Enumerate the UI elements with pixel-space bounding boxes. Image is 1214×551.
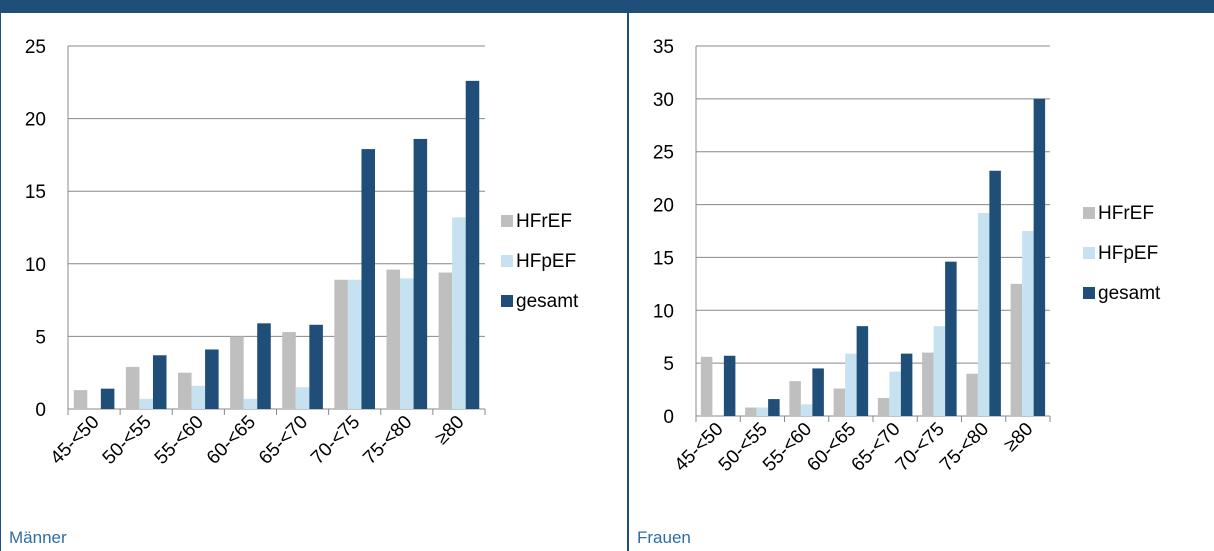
bar-gesamt-4 [856, 326, 869, 416]
bar-gesamt-3 [205, 349, 219, 409]
legend-label-gesamt: gesamt [516, 291, 579, 312]
y-tick-label: 35 [653, 37, 674, 58]
x-tick-label: 70-<75 [892, 419, 949, 476]
bar-gesamt-7 [413, 138, 428, 409]
bar-hfpef-7 [400, 278, 414, 409]
x-tick-label: 45-<50 [47, 412, 104, 469]
bar-hfref-8 [1010, 283, 1023, 416]
bar-gesamt-6 [361, 149, 376, 410]
y-tick-label: 10 [653, 301, 674, 322]
bar-hfref-7 [966, 373, 978, 416]
bar-hfpef-5 [889, 371, 901, 416]
bar-hfpef-5 [295, 387, 310, 409]
header-bar [0, 0, 1214, 13]
y-tick-label: 5 [35, 327, 46, 348]
chart-maenner: 0 5 10 15 20 25 45-<5050-<5555-<6060-<6565-<70… [25, 37, 579, 469]
bar-gesamt-2 [152, 355, 167, 409]
bar-gesamt-2 [768, 399, 780, 416]
y-tick-label: 20 [25, 110, 46, 131]
x-tick-label: 45-<50 [671, 419, 728, 476]
bar-hfref-7 [386, 269, 401, 409]
bar-hfref-1 [700, 356, 713, 416]
y-tick-label: 30 [653, 90, 674, 111]
panel-caption-frauen: Frauen [637, 528, 691, 547]
panel-caption-maenner: Männer [9, 528, 67, 547]
x-tick-label: 75-<80 [359, 412, 416, 469]
x-tick-label: 70-<75 [307, 412, 364, 469]
x-tick-label: 60-<65 [803, 419, 860, 476]
legend-swatch-hfpef [501, 255, 513, 267]
bar-hfref-6 [334, 279, 348, 409]
bar-hfref-1 [73, 390, 88, 409]
x-tick-label: 50-<55 [715, 419, 772, 476]
bar-gesamt-3 [812, 368, 824, 416]
bar-hfref-6 [922, 352, 934, 416]
bar-hfref-3 [177, 372, 192, 409]
y-tick-label: 25 [25, 37, 46, 58]
y-tick-label: 0 [35, 400, 46, 421]
x-tick-label: 65-<70 [848, 419, 905, 476]
bar-hfpef-8 [1022, 231, 1034, 416]
y-tick-label: 5 [663, 354, 674, 375]
bar-gesamt-8 [465, 80, 480, 410]
x-tick-label: 55-<60 [759, 419, 816, 476]
legend-swatch-gesamt [1083, 287, 1095, 299]
bar-gesamt-1 [723, 355, 736, 416]
x-tick-label: 75-<80 [936, 419, 993, 476]
bar-hfref-2 [745, 407, 757, 416]
y-tick-label: 25 [653, 143, 674, 164]
bar-hfpef-3 [800, 404, 813, 416]
y-tick-label: 20 [653, 196, 674, 217]
x-tick-label: ≥80 [431, 412, 468, 449]
bar-gesamt-7 [989, 170, 1001, 416]
bar-hfref-4 [230, 336, 244, 409]
bar-hfref-5 [877, 398, 890, 416]
bar-gesamt-8 [1033, 98, 1046, 416]
bar-hfpef-2 [756, 407, 769, 416]
bar-gesamt-5 [309, 324, 323, 409]
bar-hfpef-6 [933, 326, 946, 416]
legend-label-hfref: HFrEF [1098, 203, 1154, 224]
bar-hfref-4 [833, 388, 846, 416]
bar-gesamt-4 [257, 323, 271, 409]
y-tick-label: 0 [663, 407, 674, 428]
bar-hfpef-7 [977, 213, 990, 416]
bar-gesamt-1 [100, 388, 115, 409]
x-tick-label: 55-<60 [151, 412, 208, 469]
bar-hfpef-3 [191, 385, 206, 409]
bar-hfpef-6 [347, 279, 362, 409]
chart-panel-frauen: 0 5 10 15 20 25 30 35 45-<50 50-<55 55-<60 60-<65 65… [628, 13, 1214, 551]
bar-gesamt-5 [900, 353, 913, 416]
legend-swatch-hfpef [1083, 247, 1095, 259]
legend-label-hfpef: HFpEF [1098, 243, 1158, 264]
legend-swatch-gesamt [501, 295, 513, 307]
x-tick-label: 60-<65 [203, 412, 260, 469]
x-tick-label: 50-<55 [99, 412, 156, 469]
x-tick-label: ≥80 [1000, 419, 1037, 456]
y-tick-label: 15 [25, 182, 46, 203]
bar-hfref-8 [438, 272, 453, 409]
legend-label-hfpef: HFpEF [516, 251, 576, 272]
bar-gesamt-6 [945, 261, 957, 416]
legend-swatch-hfref [501, 215, 513, 227]
legend-swatch-hfref [1083, 207, 1095, 219]
bar-hfpef-8 [452, 217, 466, 409]
x-tick-label: 65-<70 [255, 412, 312, 469]
bar-hfpef-4 [845, 353, 857, 416]
chart-panel-maenner: 0 5 10 15 20 25 45-<50 50-<55 55-<60 60-<65 65-<70… [0, 13, 628, 551]
bar-hfref-2 [125, 366, 140, 409]
y-tick-label: 10 [25, 255, 46, 276]
chart-frauen: 0 5 10 15 20 25 30 35 45-<5050-<5555-<6060-<6565… [653, 37, 1161, 476]
bar-hfref-5 [282, 332, 296, 409]
y-tick-label: 15 [653, 248, 674, 269]
legend-label-gesamt: gesamt [1098, 283, 1161, 304]
legend-label-hfref: HFrEF [516, 211, 572, 232]
bar-hfref-3 [789, 381, 801, 416]
bar-hfpef-4 [243, 398, 258, 409]
bar-hfpef-2 [139, 398, 153, 409]
